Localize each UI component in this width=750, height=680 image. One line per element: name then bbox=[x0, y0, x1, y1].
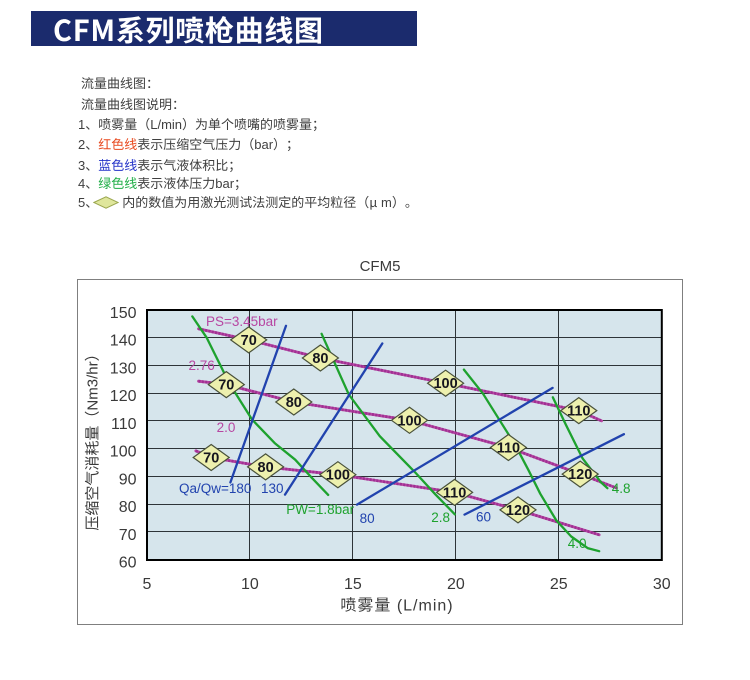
svg-text:150: 150 bbox=[110, 305, 137, 322]
svg-text:PS=3.45bar: PS=3.45bar bbox=[206, 314, 278, 329]
svg-text:4.0: 4.0 bbox=[568, 536, 587, 551]
svg-text:100: 100 bbox=[326, 468, 350, 484]
svg-text:110: 110 bbox=[497, 441, 520, 457]
svg-text:4.8: 4.8 bbox=[612, 481, 631, 496]
svg-text:80: 80 bbox=[286, 395, 302, 411]
svg-text:110: 110 bbox=[443, 485, 466, 501]
svg-text:2.8: 2.8 bbox=[431, 510, 450, 525]
svg-text:80: 80 bbox=[258, 460, 274, 476]
svg-text:PW=1.8bar: PW=1.8bar bbox=[286, 502, 354, 517]
svg-text:10: 10 bbox=[241, 576, 259, 593]
svg-text:100: 100 bbox=[397, 413, 421, 429]
svg-text:70: 70 bbox=[218, 378, 234, 394]
svg-text:130: 130 bbox=[110, 360, 137, 377]
svg-text:110: 110 bbox=[111, 416, 137, 433]
svg-text:CFM5: CFM5 bbox=[360, 258, 401, 275]
svg-text:2.0: 2.0 bbox=[217, 420, 236, 435]
svg-text:70: 70 bbox=[203, 451, 219, 467]
svg-text:80: 80 bbox=[312, 351, 328, 367]
svg-text:5: 5 bbox=[143, 576, 152, 593]
svg-text:2.76: 2.76 bbox=[189, 358, 215, 373]
svg-text:80: 80 bbox=[360, 511, 375, 526]
svg-text:20: 20 bbox=[447, 576, 465, 593]
svg-text:90: 90 bbox=[119, 471, 137, 488]
svg-text:100: 100 bbox=[110, 444, 137, 461]
svg-text:15: 15 bbox=[344, 576, 362, 593]
svg-text:140: 140 bbox=[110, 333, 137, 350]
svg-text:80: 80 bbox=[119, 499, 137, 516]
svg-text:130: 130 bbox=[261, 481, 284, 496]
svg-text:60: 60 bbox=[476, 510, 491, 525]
svg-text:110: 110 bbox=[567, 404, 590, 420]
svg-text:Qa/Qw=180: Qa/Qw=180 bbox=[179, 481, 251, 496]
svg-text:喷雾量 (L/min): 喷雾量 (L/min) bbox=[340, 592, 453, 616]
svg-text:70: 70 bbox=[241, 333, 257, 349]
svg-text:120: 120 bbox=[110, 388, 137, 405]
svg-text:30: 30 bbox=[653, 576, 671, 593]
svg-text:120: 120 bbox=[506, 503, 530, 519]
svg-text:25: 25 bbox=[550, 576, 568, 593]
svg-text:100: 100 bbox=[433, 376, 457, 392]
svg-text:120: 120 bbox=[568, 467, 592, 483]
svg-text:70: 70 bbox=[119, 527, 137, 544]
svg-text:压缩空气消耗量（Nm3/hr）: 压缩空气消耗量（Nm3/hr） bbox=[82, 346, 103, 530]
svg-text:60: 60 bbox=[119, 555, 137, 572]
